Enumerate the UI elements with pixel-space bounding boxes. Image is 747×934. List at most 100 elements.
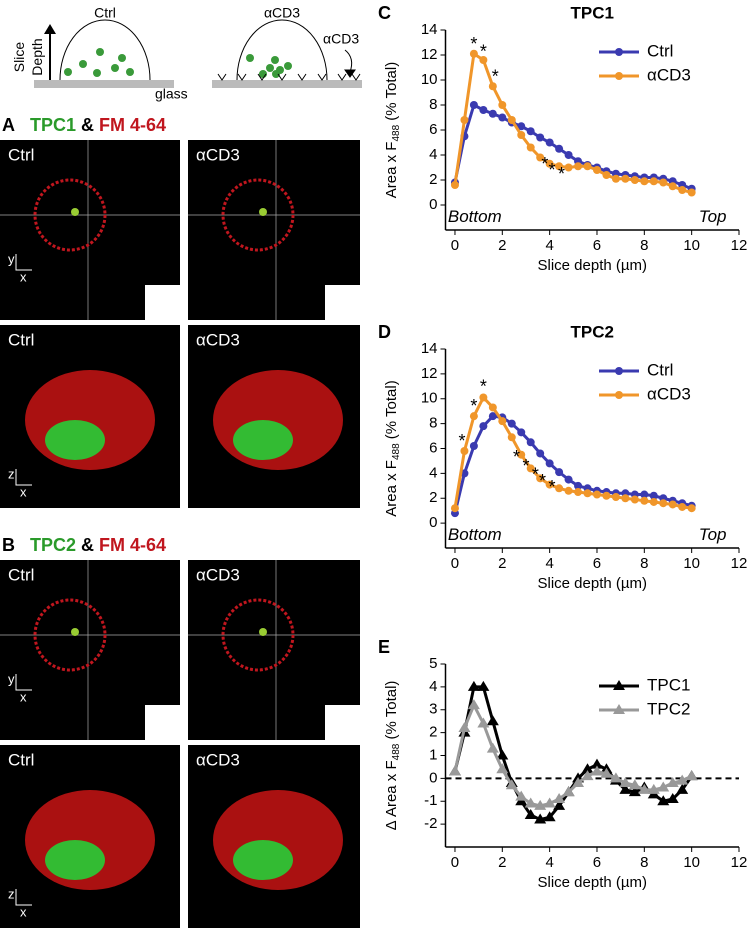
x-tick-label: 2 [498, 237, 506, 254]
marker [469, 412, 478, 421]
signal [259, 628, 267, 636]
marker [517, 131, 526, 139]
marker [498, 417, 507, 426]
series [450, 393, 696, 513]
signal-render [45, 840, 105, 880]
y-axis-label: Area x F488 (% Total) [383, 62, 402, 198]
x-tick-label: 12 [731, 854, 747, 871]
glyph-label: y [8, 671, 15, 686]
significance-star: * [539, 471, 546, 491]
title-part: TPC2 [30, 535, 81, 555]
marker [640, 496, 649, 505]
image-label: Ctrl [8, 750, 34, 769]
legend-label: Ctrl [647, 360, 673, 379]
marker [498, 101, 507, 109]
y-label-part: Area x F [383, 460, 400, 517]
significance-star: * [541, 154, 548, 174]
y-tick-label: 4 [429, 464, 437, 481]
x-tick-label: 0 [451, 555, 459, 572]
x-tick-label: 12 [731, 237, 747, 254]
marker [526, 143, 535, 152]
marker [555, 484, 564, 493]
marker [543, 797, 556, 808]
marker [460, 446, 469, 455]
y-tick-label: 0 [429, 514, 437, 531]
glyph-label: x [20, 269, 27, 284]
marker [507, 433, 516, 442]
marker [581, 770, 594, 781]
marker [602, 171, 611, 179]
significance-star: * [522, 456, 529, 476]
x-tick-label: 4 [545, 854, 553, 871]
significance-star: * [549, 160, 556, 180]
marker [545, 138, 554, 147]
marker [687, 504, 696, 513]
marker [536, 474, 545, 483]
x-tick-label: 0 [451, 854, 459, 871]
marker [678, 502, 687, 511]
marker [649, 177, 658, 186]
marker [611, 493, 620, 502]
glyph-label: x [20, 484, 27, 499]
marker [545, 159, 554, 168]
y-tick-label: 2 [429, 489, 437, 506]
marker [515, 790, 528, 801]
marker [572, 776, 585, 787]
marker [536, 133, 545, 142]
image-label: αCD3 [196, 145, 240, 164]
marker [609, 772, 622, 783]
x-tick-label: 10 [683, 555, 700, 572]
marker [630, 176, 639, 184]
significance-star: * [459, 431, 466, 451]
marker [555, 144, 564, 153]
significance-star: * [480, 41, 487, 61]
y-axis-label: Δ Area x F488 (% Total) [383, 681, 402, 831]
marker [505, 779, 518, 790]
cell-membrane [33, 598, 107, 672]
title-part: FM 4-64 [99, 115, 166, 135]
panel-letter: D [378, 322, 391, 342]
marker [581, 763, 594, 774]
glyph-label: z [8, 886, 15, 901]
image-label: Ctrl [8, 330, 34, 349]
y-tick-label: 14 [421, 21, 438, 38]
marker [496, 763, 509, 774]
panel-title: TPC1 & FM 4-64 [30, 115, 166, 135]
y-tick-label: 1 [429, 746, 437, 763]
legend-marker [615, 72, 623, 80]
y-label-part: Δ Area x F [383, 760, 400, 830]
image-label: Ctrl [8, 145, 34, 164]
marker [574, 162, 583, 171]
axis-glyph [15, 889, 32, 906]
marker [676, 774, 689, 785]
marker [564, 475, 573, 484]
significance-star: * [470, 396, 477, 416]
signal [71, 628, 79, 636]
panel-letter: B [2, 535, 15, 555]
marker [678, 186, 687, 194]
significance-star: * [532, 465, 539, 485]
marker [668, 182, 677, 191]
title-part: & [81, 535, 99, 555]
marker [477, 717, 490, 728]
significance-star: * [470, 34, 477, 54]
marker [545, 459, 554, 468]
marker [659, 178, 668, 187]
marker [657, 781, 670, 792]
y-label-part: Area x F [383, 142, 400, 199]
marker [467, 680, 480, 691]
x-axis-label: Slice depth (µm) [537, 575, 647, 592]
y-tick-label: 12 [421, 365, 438, 382]
x-tick-label: 0 [451, 237, 459, 254]
x-tick-label: 12 [731, 555, 747, 572]
signal-render [233, 420, 293, 460]
marker [479, 393, 488, 402]
panel-title: TPC2 & FM 4-64 [30, 535, 166, 555]
x-tick-label: 4 [545, 555, 553, 572]
marker [592, 490, 601, 499]
image-label: αCD3 [196, 330, 240, 349]
x-axis-label: Slice depth (µm) [537, 257, 647, 274]
signal-render [45, 420, 105, 460]
cell-membrane [221, 598, 295, 672]
